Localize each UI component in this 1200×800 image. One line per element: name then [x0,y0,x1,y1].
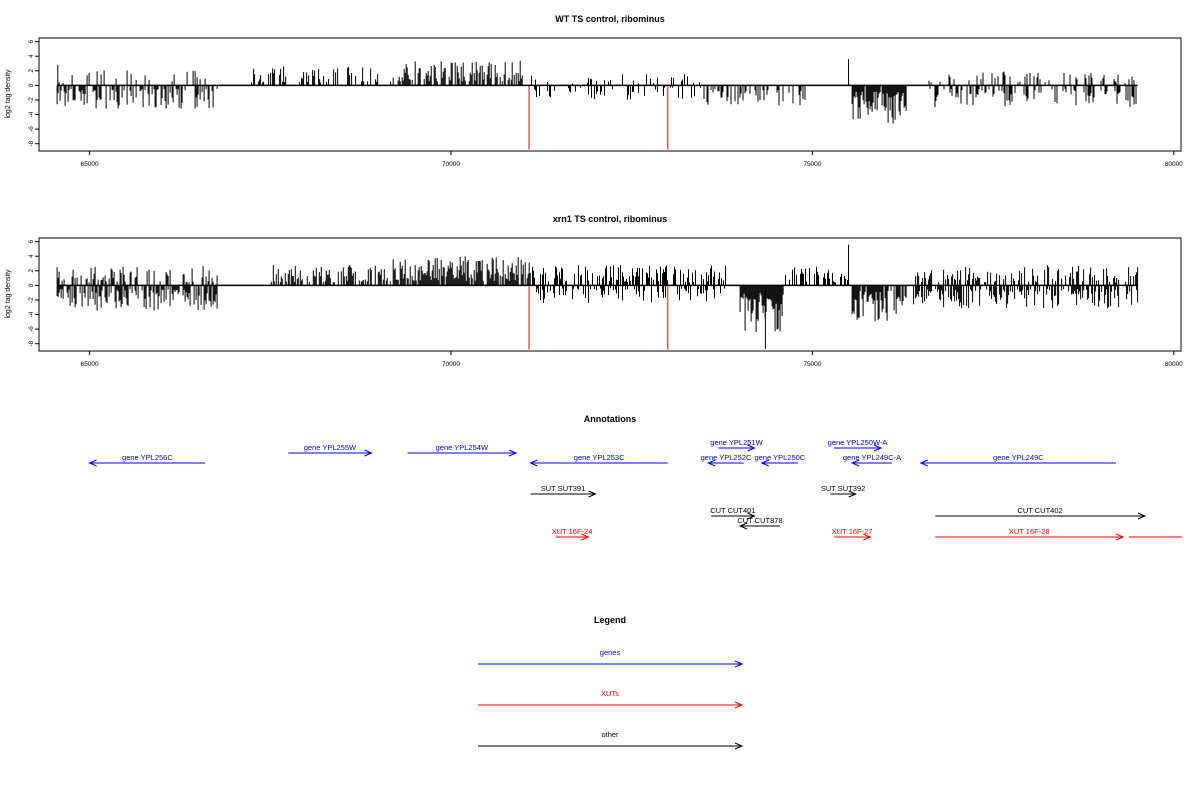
genes-label: gene YPL255W [304,443,357,452]
legend-arrow-head [734,660,744,668]
x-tick-label: 70000 [442,361,460,368]
legend-label-genes: genes [600,648,621,657]
legend-label-other: other [601,730,619,739]
panel-wt-ylabel: log2 tag density [5,69,12,119]
y-tick-label: -4 [28,311,35,317]
legend: Legend genes XUTs other [478,615,744,750]
genes-label: gene YPL254W [436,443,489,452]
panel-xrn1-axes: 6 4 2 0 -2 -4 -6 -8 65000 70000 75000 80000 [28,239,1183,368]
others-arrow-head [1137,512,1147,520]
y-tick-label: -2 [28,97,35,103]
others-arrow-head [848,490,858,498]
genes-label: gene YPL249C-A [843,453,901,462]
x-tick-label: 80000 [1165,161,1183,168]
panel-xrn1-frame [38,237,1182,352]
y-tick-label: 2 [28,69,35,73]
y-tick-label: 0 [28,83,35,87]
legend-title: Legend [594,615,626,625]
y-tick-label: -4 [28,111,35,117]
genes-arrow-head [919,459,928,467]
legend-arrow-head [734,701,744,709]
panel-wt: WT TS control, ribominus log2 tag densit… [5,14,1183,168]
legend-label-XUTs: XUTs [601,689,619,698]
y-tick-label: -6 [28,326,35,332]
genes-arrow-head [850,459,860,467]
xuts-label: XUT 16F-24 [552,527,593,536]
x-tick-label: 80000 [1165,361,1183,368]
others-arrow-head [588,490,597,498]
genes-arrow-head [364,449,373,457]
x-tick-label: 65000 [81,161,99,168]
genes-arrow-head [873,444,883,452]
panel-xrn1-title: xrn1 TS control, ribominus [553,214,668,224]
genes-arrow-head [707,459,716,467]
genes-arrow-head [88,459,97,467]
panel-xrn1-ylabel: log2 tag density [5,269,12,319]
genes-arrow-head [529,459,538,467]
y-tick-label: -6 [28,126,35,132]
y-tick-label: 4 [28,54,35,58]
annotation-features: gene YPL256C gene YPL255W gene YPL254W gene… [88,438,1182,541]
others-label: SUT SUT392 [821,484,865,493]
x-tick-label: 65000 [81,361,99,368]
y-tick-label: 2 [28,269,35,273]
others-label: CUT CUT401 [710,506,755,515]
xuts-label: XUT 16F-28 [1009,527,1050,536]
xuts-arrow-head [1115,533,1125,541]
x-tick-label: 70000 [442,161,460,168]
genes-label: gene YPL256C [122,453,173,462]
genes-label: gene YPL253C [574,453,625,462]
y-tick-label: 6 [28,39,35,43]
panel-xrn1-bars [56,244,1139,350]
panel-wt-title: WT TS control, ribominus [555,14,665,24]
xuts-label: XUT 16F-27 [832,527,873,536]
y-tick-label: -2 [28,297,35,303]
others-label: SUT SUT391 [541,484,585,493]
others-label: CUT CUT878 [737,516,782,525]
panel-xrn1: xrn1 TS control, ribominus log2 tag dens… [5,214,1183,368]
y-tick-label: -8 [28,340,35,346]
genes-label: gene YPL252C [701,453,752,462]
annotations-title: Annotations [584,414,637,424]
xuts-arrow-head [581,533,590,541]
x-tick-label: 75000 [803,361,821,368]
legend-items: genes XUTs other [478,648,744,750]
legend-arrow-head [734,742,744,750]
y-tick-label: 0 [28,283,35,287]
panel-wt-frame [38,37,1182,152]
genes-arrow-head [747,444,756,452]
x-tick-label: 75000 [803,161,821,168]
y-tick-label: 4 [28,254,35,258]
genes-label: gene YPL249C [993,453,1044,462]
y-tick-label: -8 [28,140,35,146]
panel-wt-bars [56,59,1138,150]
xuts-arrow-head [863,533,872,541]
others-arrow-head [738,522,748,530]
genes-label: gene YPL250C [754,453,805,462]
y-tick-label: 6 [28,239,35,243]
genes-arrow-head [760,459,769,467]
genes-arrow-head [508,449,518,457]
panel-wt-axes: 6 4 2 0 -2 -4 -6 -8 65000 70000 75000 80000 [28,39,1183,168]
genes-label: gene YPL250W-A [828,438,888,447]
genes-label: gene YPL251W [710,438,763,447]
others-label: CUT CUT402 [1017,506,1062,515]
others-arrow-head [747,512,756,520]
